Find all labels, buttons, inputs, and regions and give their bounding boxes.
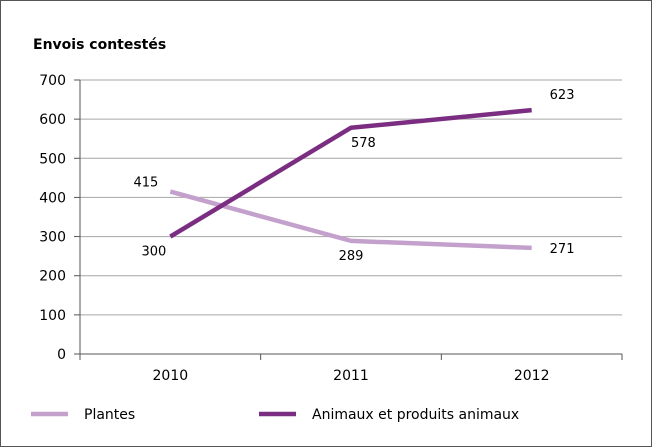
y-tick-labels: 0 100 200 300 400 500 600 700 xyxy=(39,73,66,363)
y-tick-label: 400 xyxy=(39,190,66,206)
y-tick-label: 600 xyxy=(39,112,66,128)
y-tick-label: 100 xyxy=(39,308,66,324)
gridlines xyxy=(80,79,622,316)
data-labels: 415 289 271 300 578 623 xyxy=(134,88,575,264)
series-line xyxy=(169,189,532,251)
legend-label: Animaux et produits animaux xyxy=(312,407,519,423)
data-label: 578 xyxy=(351,136,376,151)
data-label: 415 xyxy=(134,176,159,191)
y-tick-label: 300 xyxy=(39,230,66,246)
y-tick-label: 500 xyxy=(39,151,66,167)
y-tick-label: 700 xyxy=(39,73,66,89)
x-tick-labels: 2010 2011 2012 xyxy=(153,368,550,384)
data-label: 623 xyxy=(550,88,575,103)
data-label: 300 xyxy=(142,245,167,260)
legend: Plantes Animaux et produits animaux xyxy=(31,407,519,423)
x-tick-label: 2012 xyxy=(514,368,550,384)
x-tick-label: 2011 xyxy=(333,368,369,384)
series-line xyxy=(169,107,532,239)
y-tick-label: 0 xyxy=(57,347,66,363)
data-label: 271 xyxy=(550,242,575,257)
axes xyxy=(74,79,623,360)
legend-label: Plantes xyxy=(84,407,135,423)
x-tick-label: 2010 xyxy=(153,368,189,384)
data-label: 289 xyxy=(339,249,364,264)
chart-title: Envois contestés xyxy=(33,37,166,53)
series-lines xyxy=(169,107,532,251)
y-tick-label: 200 xyxy=(39,269,66,285)
